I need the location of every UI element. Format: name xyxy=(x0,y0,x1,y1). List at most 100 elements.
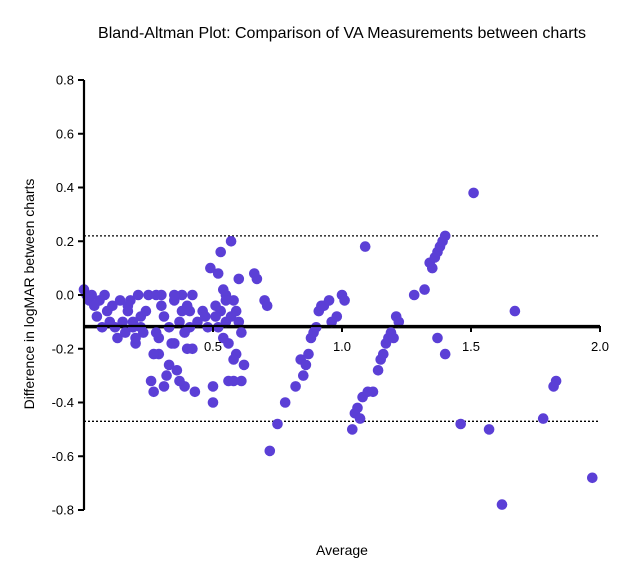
y-tick-label: 0.6 xyxy=(56,126,74,141)
data-point xyxy=(132,289,144,301)
data-point xyxy=(179,327,190,338)
data-point xyxy=(230,305,242,317)
data-point xyxy=(378,348,389,360)
data-point xyxy=(192,316,203,328)
y-tick-label: 0.4 xyxy=(56,180,74,195)
y-tick-label: 0.2 xyxy=(56,234,74,249)
data-point xyxy=(272,418,283,430)
data-point xyxy=(127,316,139,328)
data-point xyxy=(158,311,170,322)
data-point xyxy=(303,348,314,360)
data-point xyxy=(150,289,162,301)
data-point xyxy=(408,289,420,301)
data-point xyxy=(388,332,399,344)
data-point xyxy=(189,386,201,398)
data-point xyxy=(509,305,521,317)
data-point xyxy=(122,300,134,312)
data-point xyxy=(117,316,128,328)
data-point xyxy=(109,322,121,333)
data-point xyxy=(135,322,147,333)
y-tick-label: -0.8 xyxy=(52,503,74,518)
data-point xyxy=(158,381,170,392)
data-point xyxy=(290,381,301,392)
data-point xyxy=(354,413,366,424)
data-point xyxy=(455,418,467,430)
data-point xyxy=(153,332,165,344)
data-point xyxy=(220,295,232,306)
data-point xyxy=(145,375,157,387)
data-point xyxy=(130,332,141,344)
data-point xyxy=(439,348,451,360)
x-tick-label: 2.0 xyxy=(591,339,609,354)
data-point xyxy=(251,273,263,285)
data-point xyxy=(161,370,172,381)
data-point xyxy=(393,316,405,328)
data-point xyxy=(91,311,103,322)
data-point xyxy=(120,327,131,338)
y-tick-label: 0.8 xyxy=(56,73,74,88)
data-point xyxy=(148,386,159,398)
data-point xyxy=(537,413,549,424)
data-point xyxy=(148,348,159,360)
data-point xyxy=(550,375,562,387)
data-point xyxy=(300,359,312,371)
data-point xyxy=(210,311,221,322)
data-point xyxy=(207,397,219,408)
data-point xyxy=(261,300,273,312)
data-point xyxy=(339,295,350,306)
data-point xyxy=(163,359,175,371)
y-tick-label: -0.2 xyxy=(52,341,74,356)
data-point xyxy=(310,322,322,333)
data-point xyxy=(200,311,211,322)
data-point xyxy=(140,305,152,317)
data-point xyxy=(483,424,495,435)
data-point xyxy=(236,375,247,387)
y-tick-label: 0.0 xyxy=(56,288,74,303)
data-point xyxy=(233,273,245,285)
data-point xyxy=(205,262,216,274)
data-point xyxy=(264,445,276,457)
data-point xyxy=(202,322,214,333)
data-point xyxy=(114,295,126,306)
data-point xyxy=(156,300,167,312)
x-tick-label: 0.5 xyxy=(204,339,222,354)
data-point xyxy=(163,322,175,333)
data-point xyxy=(238,359,250,371)
data-point xyxy=(225,236,237,247)
data-point xyxy=(298,370,309,381)
data-point xyxy=(218,332,229,344)
data-point xyxy=(169,338,180,349)
data-point xyxy=(174,316,185,328)
data-point xyxy=(174,375,185,387)
data-point xyxy=(228,295,239,306)
data-point xyxy=(587,472,598,484)
data-point xyxy=(233,316,245,328)
data-point xyxy=(279,397,291,408)
data-point xyxy=(323,295,335,306)
data-point xyxy=(107,300,118,312)
data-point xyxy=(439,230,451,242)
data-point xyxy=(143,289,154,301)
data-point xyxy=(86,289,97,301)
data-point xyxy=(187,343,198,355)
data-point xyxy=(352,402,363,414)
data-points xyxy=(78,187,598,510)
data-point xyxy=(212,322,224,333)
data-point xyxy=(184,305,196,317)
x-tick-label: 1.0 xyxy=(333,339,351,354)
data-point xyxy=(236,327,247,338)
y-tick-label: -0.6 xyxy=(52,449,74,464)
data-point xyxy=(228,354,239,365)
data-point xyxy=(419,284,430,295)
data-point xyxy=(359,241,371,252)
data-point xyxy=(171,365,183,376)
x-axis-label: Average xyxy=(316,542,368,558)
data-point xyxy=(176,289,188,301)
data-point xyxy=(212,268,224,279)
data-point xyxy=(207,381,219,392)
data-point xyxy=(496,499,508,510)
y-tick-label: -0.4 xyxy=(52,395,74,410)
data-point xyxy=(331,311,343,322)
x-tick-label: 1.5 xyxy=(462,339,480,354)
